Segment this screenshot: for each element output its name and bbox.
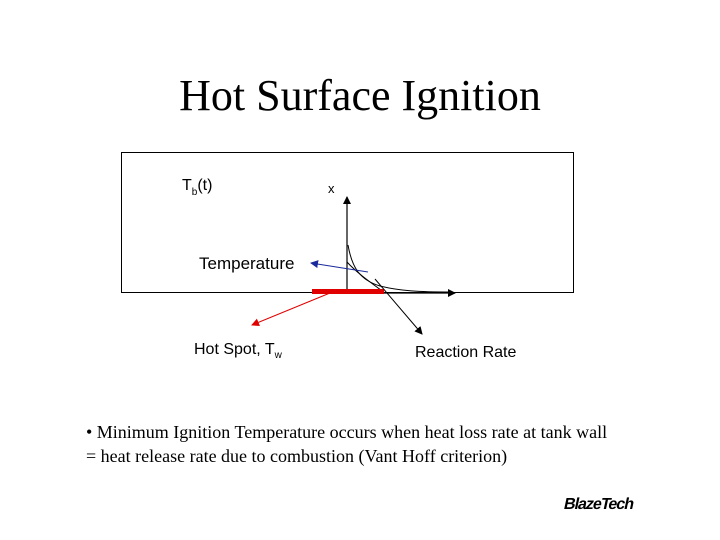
tb-suffix: (t) [197, 177, 213, 194]
hot-spot-subscript: w [274, 350, 282, 361]
hot-spot-label: Hot Spot, Tw [194, 341, 282, 361]
tb-main: T [182, 177, 192, 194]
tb-subscript: b [191, 187, 198, 198]
bullet-line-2: = heat release rate due to combustion (V… [86, 446, 508, 466]
tb-label: Tb(t) [182, 177, 213, 198]
logo-text: BlazeTech [562, 496, 635, 513]
hot-spot-bar [312, 289, 384, 294]
reaction-rate-curve [346, 261, 386, 294]
slide-title: Hot Surface Ignition [179, 71, 541, 120]
temperature-arrow [310, 260, 369, 273]
temperature-label: Temperature [199, 254, 295, 273]
bullet-line-1: • Minimum Ignition Temperature occurs wh… [86, 422, 608, 442]
bullet-text: • Minimum Ignition Temperature occurs wh… [86, 420, 686, 468]
blazetech-logo: BlazeTech [562, 496, 635, 514]
hot-spot-arrow [251, 292, 331, 327]
x-axis-label: x [328, 181, 335, 196]
reaction-rate-arrow [374, 278, 423, 335]
reaction-rate-label: Reaction Rate [415, 344, 517, 361]
temperature-curve [347, 244, 451, 293]
hot-spot-main: Hot Spot, T [194, 341, 275, 358]
